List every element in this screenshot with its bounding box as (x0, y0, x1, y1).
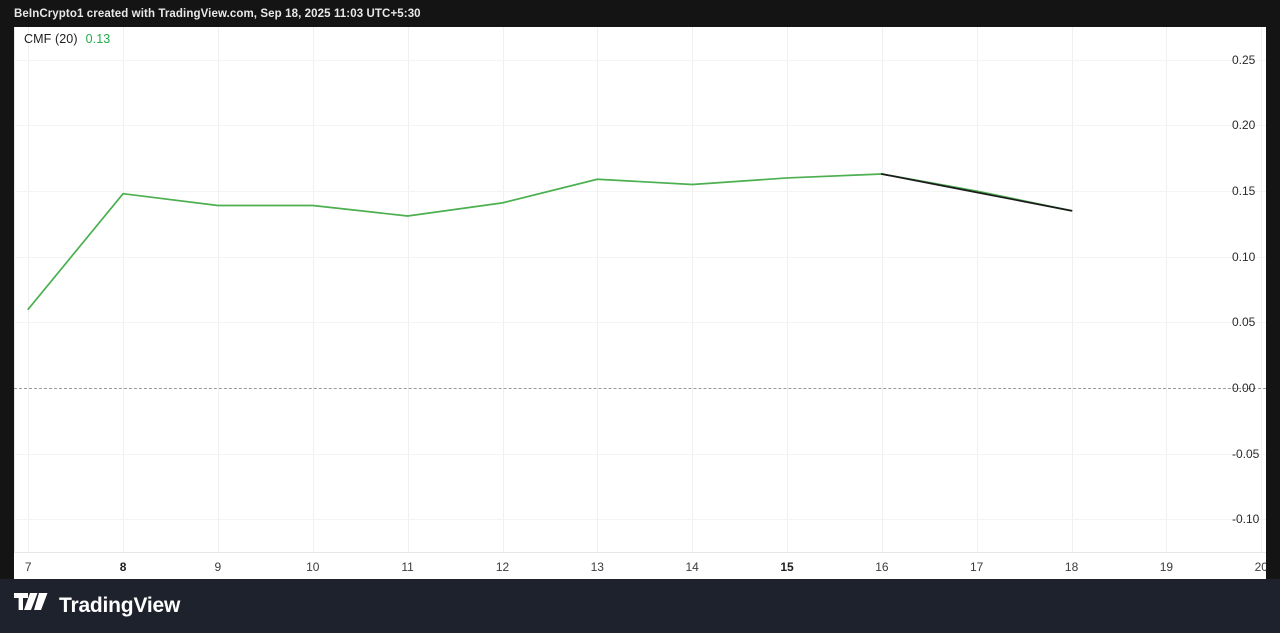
gridline-horizontal (14, 59, 1266, 61)
gridline-horizontal (14, 519, 1266, 521)
gridline-vertical (217, 27, 219, 552)
gridline-horizontal (14, 256, 1266, 258)
gridline-vertical (502, 27, 504, 552)
series-layer (27, 173, 1073, 311)
gridline-vertical (28, 27, 30, 552)
time-axis[interactable]: 7 8 9 10 11 12 13 14 15 16 17 18 19 20 (14, 552, 1266, 579)
price-axis-tick: 0.00 (1232, 380, 1256, 395)
price-axis-tick: 0.15 (1232, 184, 1256, 199)
attribution-bar: BeInCrypto1 created with TradingView.com… (0, 0, 1280, 27)
zero-reference-line (14, 387, 1266, 389)
gridline-vertical (407, 27, 409, 552)
series-line-overlay (881, 173, 1073, 212)
gridline-vertical (597, 27, 599, 552)
gridline-vertical (881, 27, 883, 552)
price-axis[interactable]: 0.25 0.20 0.15 0.10 0.05 0.00 -0.05 -0.10 (1218, 27, 1266, 552)
indicator-legend-title: CMF (20) (24, 32, 78, 46)
time-axis-tick: 16 (875, 560, 889, 574)
gridline-vertical (1071, 27, 1073, 552)
gridline-vertical (312, 27, 314, 552)
brand-bar: TradingView (0, 579, 1280, 633)
price-axis-tick: -0.10 (1232, 512, 1260, 527)
tradingview-logo-icon (14, 592, 50, 620)
time-axis-tick: 10 (306, 560, 320, 574)
time-axis-tick: 13 (590, 560, 604, 574)
time-axis-tick: 8 (119, 560, 127, 574)
time-axis-tick: 19 (1159, 560, 1174, 574)
price-axis-tick: -0.05 (1232, 446, 1260, 461)
indicator-legend-value: 0.13 (85, 32, 111, 46)
time-axis-tick: 20 (1254, 560, 1266, 574)
gridline-horizontal (14, 191, 1266, 193)
time-axis-tick: 11 (401, 560, 414, 574)
gridline-horizontal (14, 453, 1266, 455)
attribution-text: BeInCrypto1 created with TradingView.com… (14, 7, 421, 20)
time-axis-tick: 7 (24, 560, 32, 574)
series-line-cmf (27, 173, 1073, 311)
price-axis-tick: 0.05 (1232, 315, 1256, 330)
gridline-vertical (976, 27, 978, 552)
time-axis-tick: 17 (970, 560, 984, 574)
chart-panel[interactable]: CMF (20) 0.13 7 8 9 10 11 12 13 14 15 16 17 18 19 20 (14, 27, 1266, 579)
time-axis-tick: 15 (780, 560, 794, 574)
plot-area[interactable] (14, 27, 1266, 552)
time-axis-tick: 9 (214, 560, 222, 574)
gridline-vertical (692, 27, 694, 552)
plot-left-border (14, 27, 15, 552)
gridline-horizontal (14, 322, 1266, 324)
gridline-vertical (787, 27, 788, 552)
gridline-vertical (1166, 27, 1168, 552)
gridline-vertical (123, 27, 125, 552)
gridline-vertical (1261, 27, 1263, 552)
price-axis-tick: 0.20 (1232, 118, 1256, 133)
price-axis-tick: 0.10 (1232, 249, 1256, 264)
gridline-horizontal (14, 125, 1266, 127)
time-axis-tick: 18 (1064, 560, 1079, 574)
tradingview-wordmark: TradingView (59, 594, 181, 617)
time-axis-tick: 12 (495, 560, 510, 574)
price-axis-tick: 0.25 (1232, 52, 1256, 67)
time-axis-tick: 14 (685, 560, 699, 574)
indicator-legend[interactable]: CMF (20) 0.13 (24, 32, 110, 46)
tradingview-logo[interactable]: TradingView (14, 592, 181, 620)
